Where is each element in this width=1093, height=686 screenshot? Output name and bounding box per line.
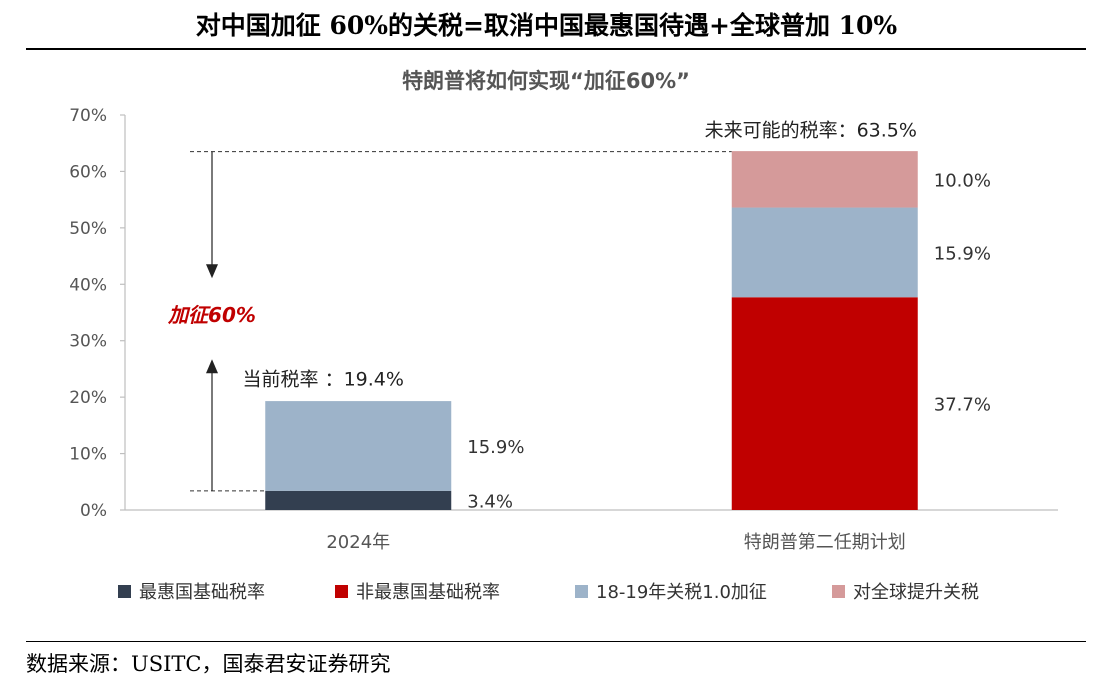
segment-value-label: 10.0% <box>934 170 991 191</box>
y-tick-label: 30% <box>69 332 107 352</box>
legend-swatch <box>832 585 845 598</box>
annotation-label: 加征60% <box>167 303 256 327</box>
segment-value-label: 3.4% <box>467 491 513 512</box>
y-tick-label: 40% <box>69 275 107 295</box>
source-rule <box>26 641 1086 642</box>
x-category-label: 2024年 <box>326 532 390 553</box>
bar-segment <box>265 490 452 510</box>
total-rate-label: 未来可能的税率：63.5% <box>705 120 917 142</box>
page-title: 对中国加征 60%的关税=取消中国最惠国待遇+全球普加 10% <box>195 11 898 40</box>
legend-swatch <box>118 585 131 598</box>
legend-label: 非最惠国基础税率 <box>356 582 500 603</box>
y-tick-label: 70% <box>69 106 107 126</box>
legend-label: 18-19年关税1.0加征 <box>596 582 767 603</box>
title-rule <box>26 48 1086 50</box>
y-tick-label: 20% <box>69 388 107 408</box>
legend-label: 最惠国基础税率 <box>139 582 265 603</box>
segment-value-label: 15.9% <box>467 437 524 458</box>
chart-title: 特朗普将如何实现“加征60%” <box>402 69 690 93</box>
segment-value-label: 15.9% <box>934 243 991 264</box>
segment-value-label: 37.7% <box>934 395 991 416</box>
bar-segment <box>731 207 918 298</box>
bar-segment <box>731 151 918 208</box>
legend-swatch <box>335 585 348 598</box>
bar-segment <box>731 297 918 510</box>
y-tick-label: 50% <box>69 219 107 239</box>
legend-swatch <box>575 585 588 598</box>
y-tick-label: 60% <box>69 162 107 182</box>
y-tick-label: 0% <box>80 501 107 521</box>
arrow-down-head <box>206 264 218 279</box>
total-rate-label: 当前税率 ：19.4% <box>243 369 404 391</box>
arrow-up-head <box>206 359 218 374</box>
y-tick-label: 10% <box>69 445 107 465</box>
source-note: 数据来源：USITC，国泰君安证券研究 <box>26 652 391 676</box>
legend-label: 对全球提升关税 <box>853 582 979 603</box>
bar-segment <box>265 401 452 491</box>
x-category-label: 特朗普第二任期计划 <box>744 532 906 553</box>
stacked-bar-chart: 特朗普将如何实现“加征60%” 0% 10% 20% 30% 40% 50% 60% 70% 2… <box>69 69 1058 603</box>
